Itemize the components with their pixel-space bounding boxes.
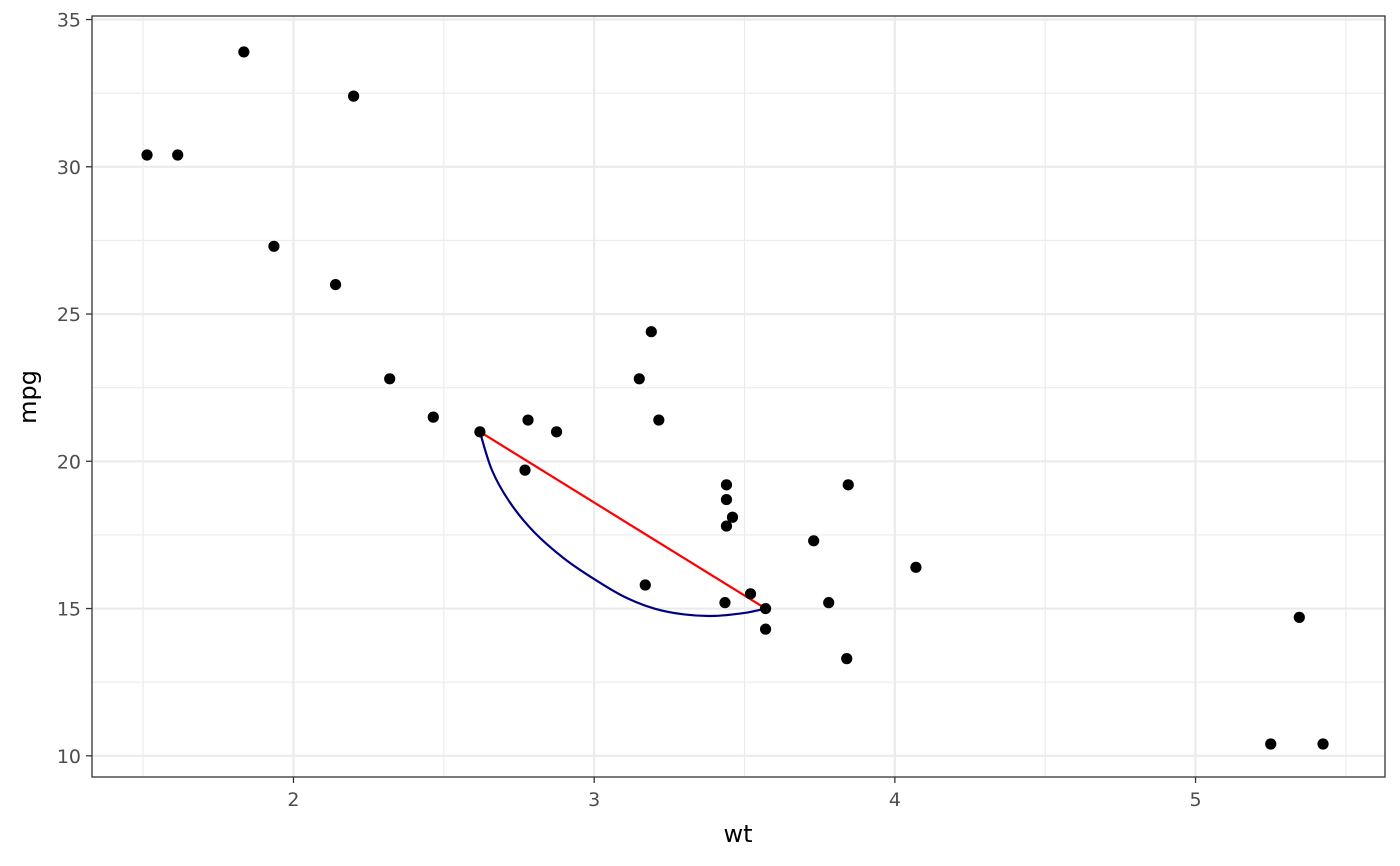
data-point (720, 479, 733, 491)
y-tick-label: 35 (57, 10, 81, 32)
data-point (653, 414, 665, 426)
data-point (823, 597, 835, 609)
data-point (720, 520, 733, 532)
data-point (633, 373, 645, 385)
data-point (550, 426, 563, 438)
data-point (639, 579, 651, 591)
y-tick-label: 30 (57, 157, 81, 179)
points-layer (141, 46, 1329, 750)
minor-gridlines (92, 16, 1385, 777)
data-point (238, 46, 250, 58)
y-axis-title: mpg (14, 370, 42, 424)
blue-curve (478, 431, 766, 618)
major-gridlines (92, 16, 1385, 777)
data-point (726, 511, 739, 523)
data-point (1265, 738, 1277, 750)
data-point (720, 493, 733, 506)
y-tick-label: 15 (57, 599, 81, 621)
data-point (759, 623, 772, 635)
data-point (842, 479, 854, 491)
data-point (474, 426, 486, 438)
data-point (910, 561, 922, 573)
data-point (841, 653, 853, 665)
data-point (808, 535, 820, 547)
x-tick-label: 4 (889, 789, 901, 811)
data-point (329, 278, 342, 291)
data-point (522, 414, 534, 426)
data-point (719, 597, 731, 609)
y-axis-ticks: 10 15 20 25 30 35 (57, 10, 92, 768)
x-tick-label: 5 (1190, 789, 1202, 811)
x-tick-label: 3 (588, 789, 600, 811)
data-point (141, 149, 153, 161)
data-point (519, 464, 531, 476)
data-point (427, 411, 439, 423)
plot-panel (92, 16, 1385, 777)
x-axis-title: wt (723, 820, 752, 848)
y-tick-label: 20 (57, 451, 81, 473)
data-point (1293, 611, 1305, 623)
data-point (172, 149, 184, 161)
y-tick-label: 10 (57, 746, 81, 768)
data-point (1317, 738, 1329, 750)
curve-layer (478, 431, 766, 618)
data-point (744, 588, 757, 600)
segment-layer (479, 430, 767, 610)
data-point (268, 240, 280, 252)
data-point (645, 326, 657, 338)
data-point (384, 373, 396, 385)
plot-border (91, 15, 1386, 778)
y-tick-label: 25 (57, 304, 81, 326)
x-axis-ticks: 2 3 4 5 (287, 777, 1202, 811)
red-segment (479, 430, 767, 610)
data-point (348, 90, 360, 102)
data-point (759, 602, 772, 615)
x-tick-label: 2 (287, 789, 299, 811)
